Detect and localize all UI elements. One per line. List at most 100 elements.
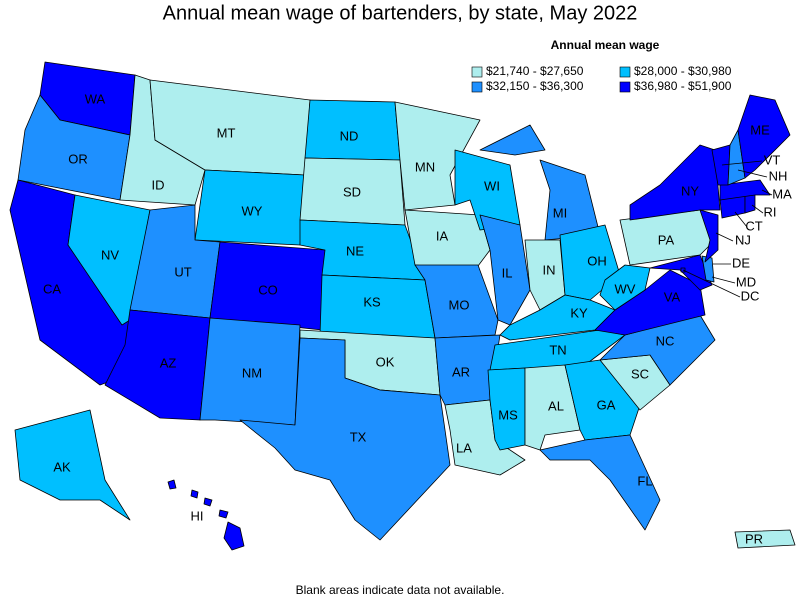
- state-label: FL: [637, 473, 652, 488]
- state-shape: [599, 264, 651, 311]
- leader-line: [734, 211, 748, 228]
- state-shape: [719, 179, 771, 201]
- state: [737, 94, 791, 179]
- state-shape: [629, 144, 721, 221]
- state-shape: [539, 434, 661, 531]
- state-label: MO: [449, 297, 470, 312]
- state-label: DC: [741, 288, 760, 303]
- state-label: OH: [587, 253, 607, 268]
- state-label: VT: [764, 152, 781, 167]
- legend-title: Annual mean wage: [551, 38, 660, 52]
- state-label: AR: [452, 364, 470, 379]
- state-label: UT: [174, 264, 191, 279]
- state-shape: [404, 209, 491, 271]
- state-label: PR: [745, 531, 763, 546]
- state-label: AL: [548, 398, 564, 413]
- state-shape: [744, 194, 756, 214]
- state-shape: [203, 497, 213, 507]
- state-shape: [489, 329, 626, 371]
- state-shape: [167, 479, 177, 490]
- state-label: WY: [242, 203, 263, 218]
- legend-swatch: [619, 66, 631, 78]
- leader-line: [737, 169, 768, 178]
- leader-line: [711, 276, 736, 284]
- state-label: ND: [340, 128, 359, 143]
- state-label: GA: [597, 397, 616, 412]
- state-label: RI: [764, 204, 777, 219]
- state-label: AZ: [160, 355, 177, 370]
- state-label: KY: [570, 305, 588, 320]
- state: [744, 194, 756, 214]
- state-label: MD: [736, 274, 756, 289]
- state-shape: [499, 294, 616, 341]
- state-label: ME: [750, 122, 770, 137]
- state-shape: [223, 521, 245, 551]
- legend-swatch: [471, 66, 483, 78]
- state: [699, 209, 719, 263]
- state-label: MN: [415, 159, 435, 174]
- state-label: KS: [363, 294, 381, 309]
- state-shape: [699, 209, 719, 263]
- state-label: IN: [543, 262, 556, 277]
- state-label: CO: [258, 282, 278, 297]
- state-shape: [734, 529, 796, 549]
- state-label: NM: [242, 365, 262, 380]
- legend-label: $32,150 - $36,300: [486, 79, 584, 93]
- legend-label: $36,980 - $51,900: [634, 79, 732, 93]
- state-label: MT: [217, 125, 236, 140]
- state-label: MI: [553, 205, 567, 220]
- state-shape: [649, 254, 713, 291]
- state-label: WV: [615, 281, 636, 296]
- leader-line: [715, 232, 734, 242]
- leader-line: [761, 189, 773, 196]
- state-shape: [14, 409, 131, 521]
- state: [454, 149, 521, 231]
- legend: $21,740 - $27,650 $28,000 - $30,980 $32,15…: [471, 64, 732, 93]
- state-label: WI: [484, 178, 500, 193]
- state-label: IA: [436, 228, 449, 243]
- state: [629, 144, 721, 221]
- state-labels: WA OR CA NV ID MT WY UT CO AZ NM ND SD NE KS OK TX MN IA MO…: [43, 91, 792, 546]
- state-label: MS: [498, 407, 518, 422]
- state-label: SD: [343, 184, 361, 199]
- state-shape: [737, 94, 791, 179]
- state: [719, 179, 771, 201]
- state-shape: [218, 509, 229, 519]
- state-shape: [239, 337, 451, 541]
- state-label: MA: [772, 186, 792, 201]
- state-label: NY: [681, 183, 699, 198]
- state: [239, 337, 451, 541]
- leader-line: [682, 269, 741, 298]
- state-label: DE: [732, 255, 750, 270]
- state-label: CT: [745, 218, 762, 233]
- state-label: PA: [658, 232, 675, 247]
- state: [14, 409, 131, 521]
- state-label: NC: [656, 333, 675, 348]
- leader-line: [721, 160, 763, 166]
- state-label: WA: [85, 91, 106, 106]
- state: [489, 329, 626, 371]
- legend-swatch: [471, 81, 483, 93]
- state-label: NJ: [735, 232, 751, 247]
- state-label: ID: [152, 177, 165, 192]
- state: [539, 434, 661, 531]
- footnote: Blank areas indicate data not available.: [296, 583, 505, 597]
- state: [734, 529, 796, 549]
- leader-line: [751, 204, 764, 214]
- state-label: OR: [68, 151, 88, 166]
- state: [499, 294, 616, 341]
- state-label: HI: [191, 508, 204, 523]
- state-label: OK: [376, 354, 395, 369]
- states: [9, 61, 796, 551]
- state-label: NE: [346, 243, 364, 258]
- state-label: AK: [53, 459, 71, 474]
- legend-label: $21,740 - $27,650: [486, 64, 584, 78]
- state: [649, 254, 713, 291]
- legend-swatch: [619, 81, 631, 93]
- state: [404, 209, 491, 271]
- state-shape: [190, 489, 199, 499]
- legend-label: $28,000 - $30,980: [634, 64, 732, 78]
- state-label: NV: [101, 247, 119, 262]
- state-label: TX: [350, 429, 367, 444]
